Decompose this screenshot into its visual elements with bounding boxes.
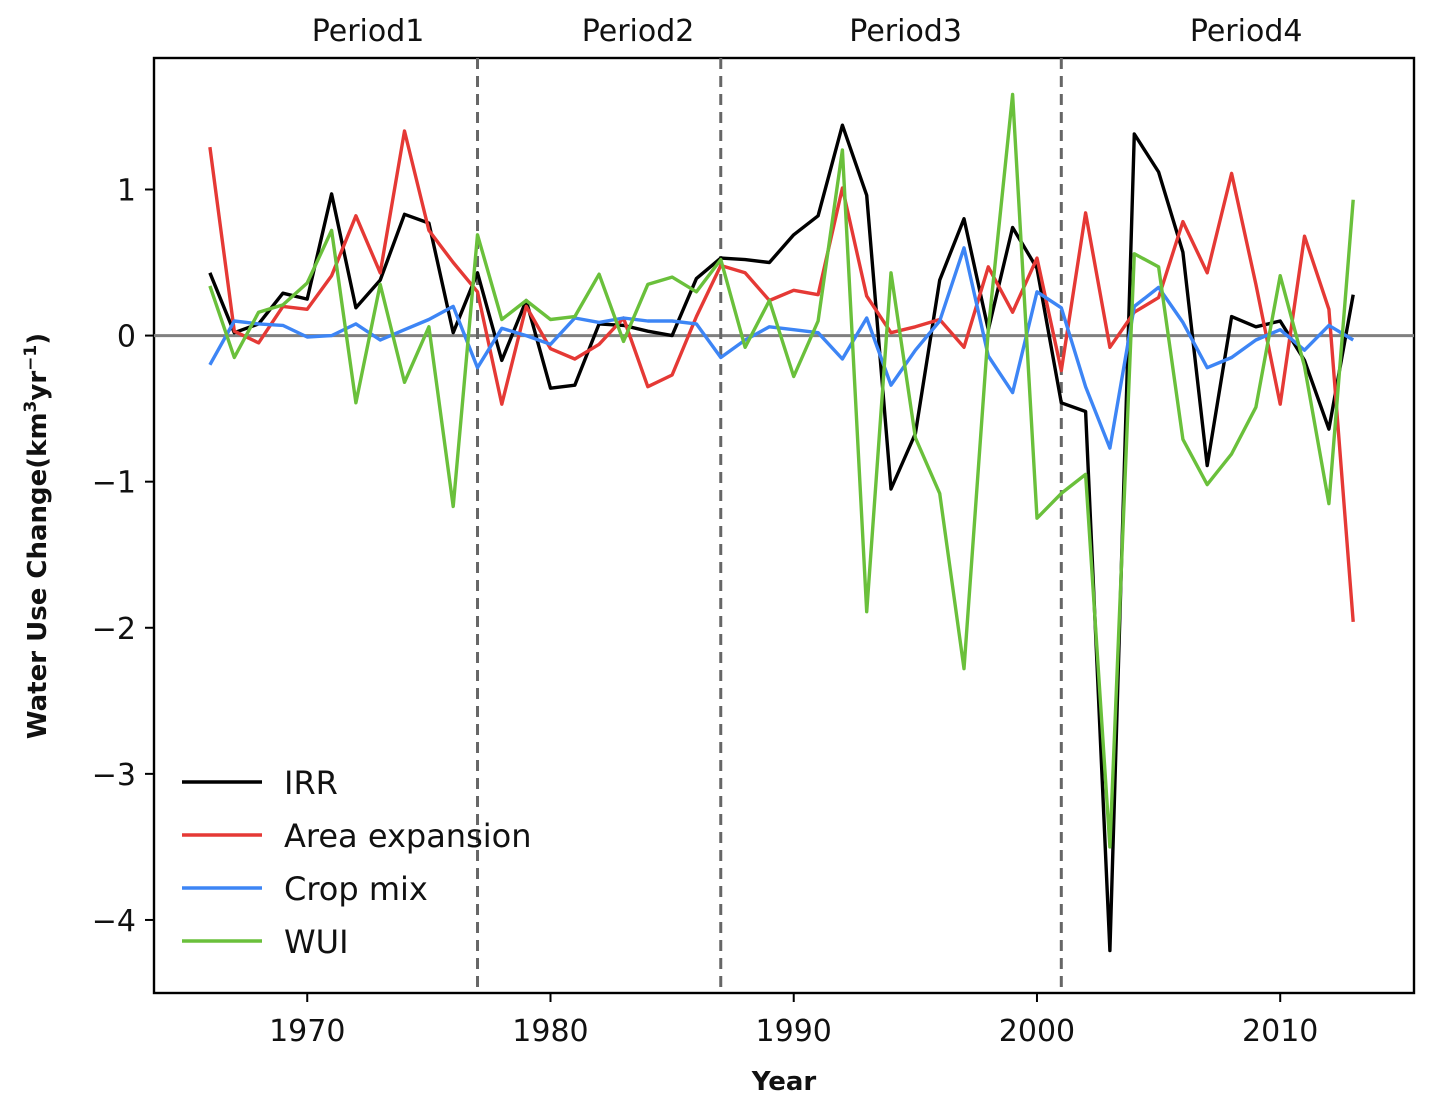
y-axis-ticks: 1 0 −1 −2 −3 −4 [92, 173, 154, 939]
period-labels: Period1 Period2 Period3 Period4 [312, 14, 1303, 49]
period-label-1: Period1 [312, 14, 425, 49]
legend-label-irr: IRR [284, 764, 338, 802]
x-axis-ticks: 1970 1980 1990 2000 2010 [269, 993, 1318, 1049]
period-label-3: Period3 [849, 14, 962, 49]
series-line-area-expansion [208, 129, 1355, 623]
series-lines [208, 92, 1355, 953]
plot-frame [152, 56, 1416, 995]
y-tick-label: −3 [92, 758, 136, 793]
y-tick-label: −2 [92, 612, 136, 647]
x-tick-label: 1970 [269, 1014, 345, 1049]
y-tick-label: −1 [92, 466, 136, 501]
x-tick-label: 2010 [1242, 1014, 1318, 1049]
y-tick-label: −4 [92, 904, 136, 939]
y-tick-label: 1 [117, 173, 136, 208]
legend: IRR Area expansion Crop mix WUI [182, 764, 532, 961]
period-label-2: Period2 [582, 14, 695, 49]
legend-label-area-expansion: Area expansion [284, 817, 532, 855]
legend-label-crop-mix: Crop mix [284, 870, 428, 908]
x-tick-label: 1990 [756, 1014, 832, 1049]
period-label-4: Period4 [1190, 14, 1303, 49]
x-tick-label: 2000 [999, 1014, 1075, 1049]
reference-lines [154, 58, 1414, 993]
x-tick-label: 1980 [512, 1014, 588, 1049]
series-line-irr [208, 123, 1355, 953]
series-line-wui [208, 92, 1355, 849]
x-axis-title: Year [751, 1067, 817, 1097]
y-axis-title: Water Use Change(km3yr−1) [21, 333, 53, 739]
legend-label-wui: WUI [284, 923, 349, 961]
y-tick-label: 0 [117, 320, 136, 355]
